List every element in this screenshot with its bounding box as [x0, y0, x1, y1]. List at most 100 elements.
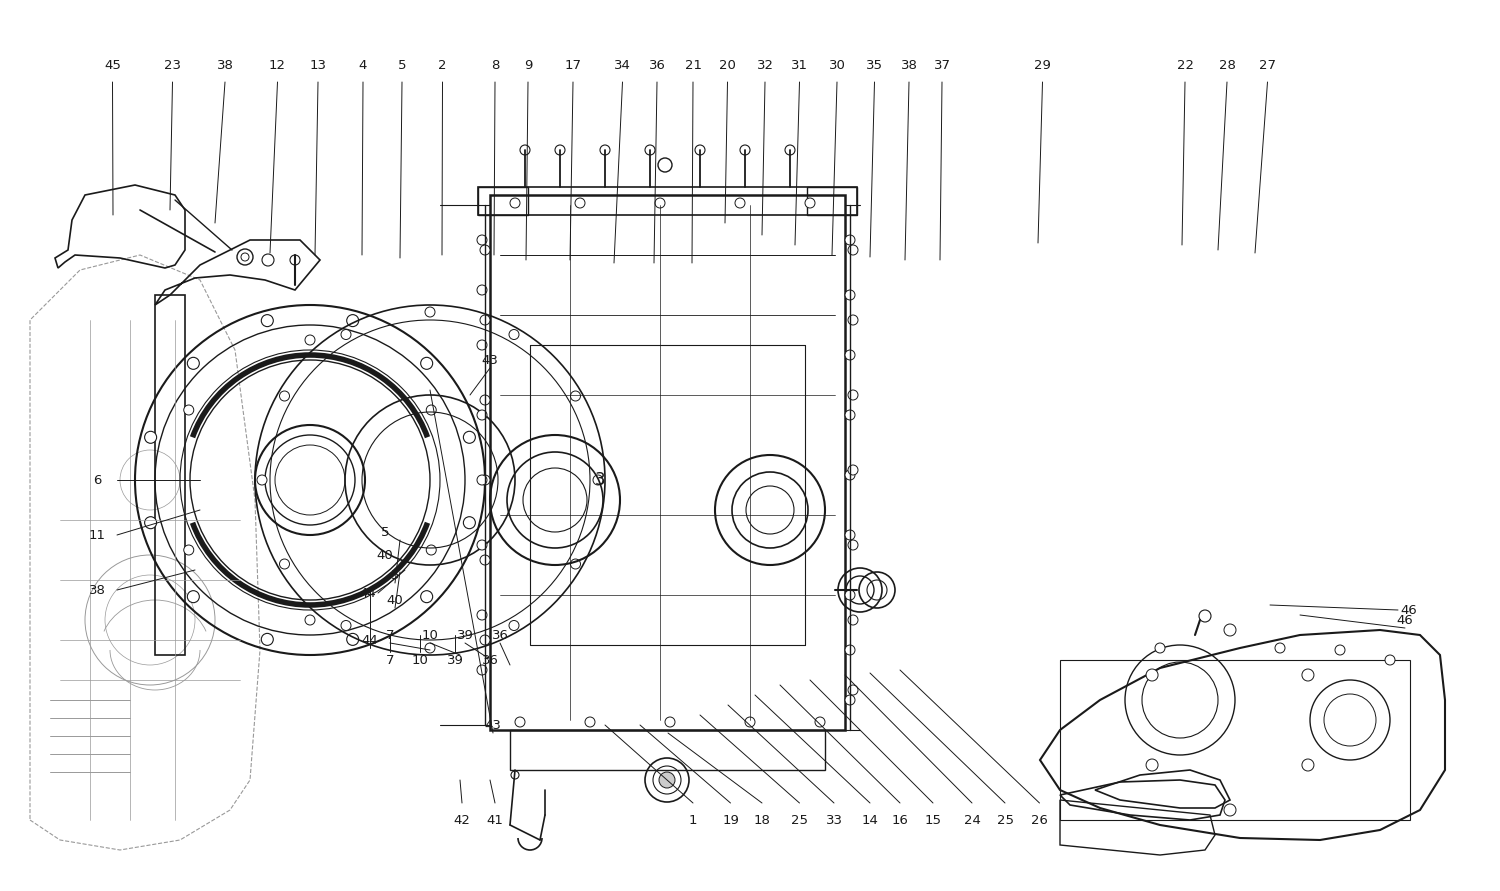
Circle shape	[784, 145, 795, 155]
Text: 3: 3	[594, 471, 606, 489]
Bar	[1060, 660, 1410, 820]
Circle shape	[509, 620, 519, 631]
Circle shape	[304, 335, 315, 345]
Circle shape	[279, 391, 290, 401]
Circle shape	[477, 540, 488, 550]
Circle shape	[477, 235, 488, 245]
Circle shape	[746, 717, 754, 727]
Circle shape	[592, 475, 603, 485]
Text: 38: 38	[216, 59, 234, 71]
Text: 36: 36	[492, 628, 508, 642]
Circle shape	[480, 315, 490, 325]
Text: 10: 10	[411, 653, 429, 666]
Text: 45: 45	[104, 59, 122, 71]
Circle shape	[844, 590, 855, 600]
Circle shape	[477, 475, 488, 485]
Text: 39: 39	[447, 653, 464, 666]
Circle shape	[304, 615, 315, 625]
Circle shape	[477, 410, 488, 420]
Text: 15: 15	[924, 813, 942, 827]
Text: 36: 36	[482, 653, 498, 666]
Circle shape	[600, 145, 610, 155]
Text: 7: 7	[386, 653, 394, 666]
Text: 26: 26	[1030, 813, 1048, 827]
Text: 40: 40	[387, 593, 404, 607]
Bar	[478, 187, 528, 215]
Circle shape	[279, 559, 290, 569]
Circle shape	[261, 315, 273, 327]
Circle shape	[346, 315, 358, 327]
Circle shape	[847, 685, 858, 695]
Circle shape	[1146, 759, 1158, 771]
Bar	[510, 730, 825, 770]
Circle shape	[144, 431, 156, 444]
Circle shape	[1155, 643, 1166, 653]
Text: 46: 46	[1396, 614, 1413, 626]
Text: 6: 6	[93, 473, 100, 486]
Circle shape	[735, 198, 746, 208]
Circle shape	[574, 198, 585, 208]
Circle shape	[188, 591, 200, 602]
Circle shape	[806, 198, 814, 208]
Text: 8: 8	[490, 59, 500, 71]
Text: 35: 35	[865, 59, 883, 71]
Circle shape	[694, 145, 705, 155]
Text: 38: 38	[900, 59, 918, 71]
Circle shape	[844, 235, 855, 245]
Circle shape	[480, 635, 490, 645]
Circle shape	[1302, 759, 1314, 771]
Circle shape	[740, 145, 750, 155]
Text: 10: 10	[422, 628, 438, 642]
Text: 7: 7	[386, 628, 394, 642]
Circle shape	[555, 145, 566, 155]
Circle shape	[1302, 669, 1314, 681]
Circle shape	[346, 634, 358, 645]
Text: 32: 32	[756, 59, 774, 71]
Text: 25: 25	[996, 813, 1014, 827]
Bar	[490, 195, 844, 730]
Circle shape	[477, 340, 488, 350]
Circle shape	[424, 307, 435, 317]
Text: 20: 20	[718, 59, 736, 71]
Circle shape	[426, 405, 436, 415]
Text: 30: 30	[828, 59, 846, 71]
Circle shape	[261, 634, 273, 645]
Circle shape	[1198, 610, 1210, 622]
Text: 40: 40	[376, 549, 393, 561]
Text: 19: 19	[722, 813, 740, 827]
Circle shape	[184, 545, 194, 555]
Circle shape	[656, 198, 664, 208]
Circle shape	[1275, 643, 1286, 653]
Text: 38: 38	[88, 584, 105, 596]
Text: 5: 5	[398, 59, 406, 71]
Text: 5: 5	[381, 526, 390, 538]
Circle shape	[815, 717, 825, 727]
Text: 43: 43	[482, 354, 498, 366]
Circle shape	[509, 330, 519, 339]
Text: 9: 9	[524, 59, 532, 71]
Text: 13: 13	[309, 59, 327, 71]
Circle shape	[480, 395, 490, 405]
Circle shape	[1224, 624, 1236, 636]
Circle shape	[844, 470, 855, 480]
Text: 43: 43	[484, 718, 501, 732]
Circle shape	[262, 254, 274, 266]
Circle shape	[1146, 669, 1158, 681]
Circle shape	[658, 158, 672, 172]
Text: 12: 12	[268, 59, 286, 71]
Circle shape	[847, 245, 858, 255]
Circle shape	[844, 290, 855, 300]
Text: 31: 31	[790, 59, 808, 71]
Circle shape	[658, 772, 675, 788]
Circle shape	[464, 431, 476, 444]
Circle shape	[426, 545, 436, 555]
Circle shape	[424, 643, 435, 653]
Circle shape	[477, 285, 488, 295]
Text: 16: 16	[891, 813, 909, 827]
Text: 46: 46	[1400, 603, 1416, 617]
Text: 41: 41	[486, 813, 504, 827]
Circle shape	[570, 559, 580, 569]
Text: 22: 22	[1176, 59, 1194, 71]
Circle shape	[844, 350, 855, 360]
Text: 33: 33	[825, 813, 843, 827]
